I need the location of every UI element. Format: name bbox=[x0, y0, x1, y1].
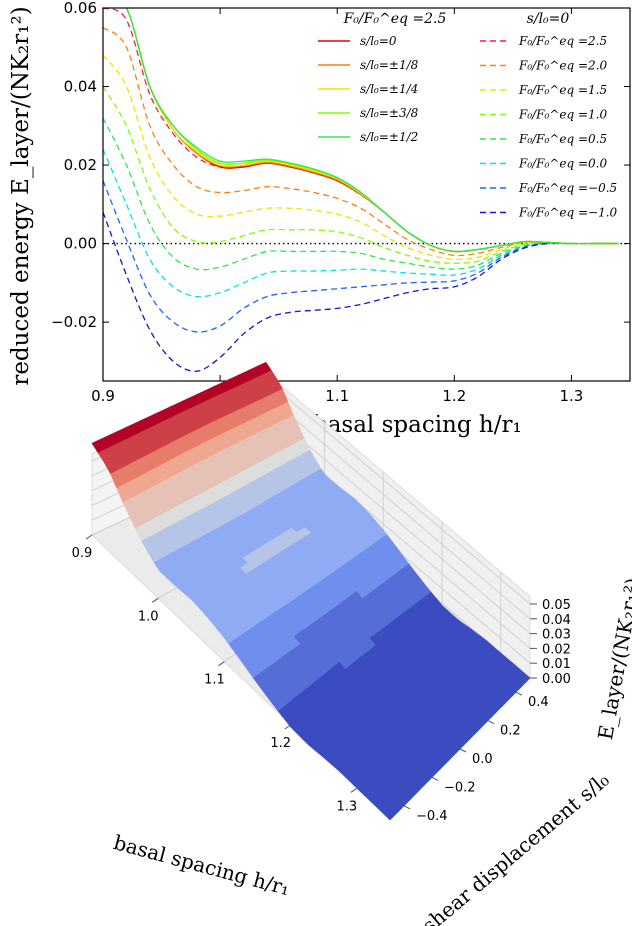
legend-entry: s/l₀=±1/8 bbox=[360, 58, 419, 72]
x3-tick-mark bbox=[151, 597, 159, 603]
legend-entry: F₀/F₀^eq =0.5 bbox=[518, 132, 607, 146]
grid-line bbox=[265, 379, 531, 605]
y3-tick-mark bbox=[487, 720, 495, 725]
z3-tick-label: 0.02 bbox=[542, 642, 571, 657]
legend-entry: s/l₀=±1/4 bbox=[360, 82, 418, 96]
z3-tick-label: 0.05 bbox=[542, 598, 571, 613]
x-tick-label: 1.2 bbox=[442, 387, 466, 405]
grid-line bbox=[265, 409, 531, 634]
y3-tick-mark bbox=[431, 776, 439, 781]
3d-axes-layer: 0.9 1.0 1.1 1.2 1.3 −0.4 −0.2 0.0 0.2 0.4 0.050.04… bbox=[72, 534, 571, 824]
y-tick-label: −0.02 bbox=[51, 313, 97, 331]
series-line bbox=[103, 149, 619, 298]
legend-title-left: F₀/F₀^eq =2.5 bbox=[343, 11, 447, 27]
legend-entry: s/l₀=±1/2 bbox=[360, 130, 418, 144]
z3-tick-label: 0.01 bbox=[542, 657, 571, 672]
legend-entry: F₀/F₀^eq =2.5 bbox=[518, 34, 607, 48]
surface-layer bbox=[91, 361, 531, 821]
series-layer bbox=[103, 8, 619, 372]
grid-line bbox=[265, 394, 531, 620]
legend-entry: s/l₀=0 bbox=[360, 34, 397, 48]
y3-tick-label: 0.0 bbox=[472, 752, 493, 767]
x-tick-label: 1.1 bbox=[325, 387, 349, 405]
legend-entry: F₀/F₀^eq =−1.0 bbox=[518, 206, 618, 220]
legend-entry: F₀/F₀^eq =2.0 bbox=[518, 59, 607, 73]
x-tick-label: 0.9 bbox=[91, 387, 115, 405]
x3-tick-mark bbox=[218, 661, 225, 667]
z3-tick-label: 0.03 bbox=[542, 628, 571, 643]
z3-tick-label: 0.00 bbox=[542, 672, 571, 687]
energy-line-chart: 0.91.01.11.21.30.060.040.020.00−0.02 red… bbox=[8, 0, 631, 438]
x3-tick-label: 1.2 bbox=[270, 736, 291, 751]
plot-frame bbox=[102, 7, 631, 382]
surface-patch bbox=[383, 806, 398, 821]
y3-tick-mark bbox=[515, 691, 523, 696]
y-tick-label: 0.02 bbox=[64, 156, 97, 174]
legend-entry: F₀/F₀^eq =1.5 bbox=[518, 83, 607, 97]
y-axis-label: reduced energy E_layer/(NK₂r₁²) bbox=[8, 6, 34, 385]
energy-surface-chart: 0.9 1.0 1.1 1.2 1.3 −0.4 −0.2 0.0 0.2 0.4 0.050.04… bbox=[72, 361, 632, 926]
series-line bbox=[103, 8, 619, 253]
x-tick-label: 1.3 bbox=[560, 387, 584, 405]
series-line bbox=[103, 86, 619, 264]
y-tick-label: 0.04 bbox=[64, 78, 97, 96]
x3-axis-label: basal spacing h/r₁ bbox=[111, 830, 293, 900]
x3-tick-mark bbox=[85, 534, 93, 540]
series-line bbox=[103, 180, 619, 333]
series-line bbox=[125, 8, 619, 253]
y3-tick-mark bbox=[459, 748, 467, 753]
y3-tick-label: −0.4 bbox=[416, 809, 448, 824]
x3-tick-mark bbox=[350, 787, 358, 793]
series-line bbox=[103, 117, 619, 271]
legend: F₀/F₀^eq =2.5 s/l₀=0 s/l₀=0 s/l₀=±1/8 s/l₀… bbox=[318, 11, 618, 220]
legend-entry: F₀/F₀^eq =1.0 bbox=[518, 108, 607, 122]
x3-tick-label: 1.3 bbox=[337, 799, 358, 814]
legend-title-right: s/l₀=0 bbox=[527, 11, 570, 27]
legend-entry: s/l₀=±3/8 bbox=[360, 106, 419, 120]
legend-entry: F₀/F₀^eq =0.0 bbox=[518, 157, 607, 171]
x3-tick-label: 1.1 bbox=[204, 673, 225, 688]
z3-tick-label: 0.04 bbox=[542, 613, 571, 628]
z3-axis-label: E_layer/(NK₂r₁²) bbox=[593, 576, 632, 742]
x3-tick-mark bbox=[284, 724, 291, 730]
y-tick-label: 0.00 bbox=[64, 235, 97, 253]
y3-tick-mark bbox=[403, 805, 411, 810]
y3-tick-label: 0.4 bbox=[528, 695, 549, 710]
y3-tick-label: −0.2 bbox=[444, 780, 476, 795]
y3-tick-label: 0.2 bbox=[500, 724, 521, 739]
x3-tick-label: 0.9 bbox=[72, 546, 93, 561]
series-line bbox=[103, 211, 619, 372]
x3-tick-label: 1.0 bbox=[138, 609, 159, 624]
y-tick-label: 0.06 bbox=[64, 0, 97, 17]
legend-entry: F₀/F₀^eq =−0.5 bbox=[518, 181, 617, 195]
